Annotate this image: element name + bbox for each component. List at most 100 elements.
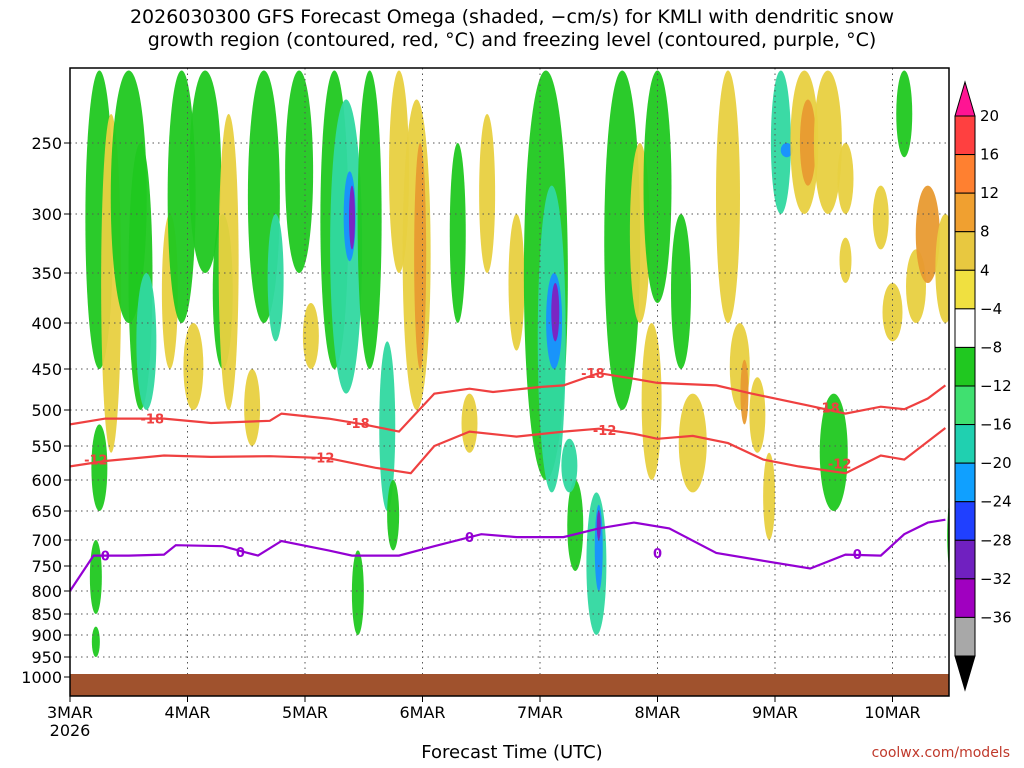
contour-label-12: 0	[853, 548, 862, 563]
omega-cell-48	[678, 393, 707, 493]
omega-cell-53	[763, 452, 776, 540]
colorbar-box-11	[954, 539, 976, 580]
colorbar-box-3	[954, 231, 976, 271]
omega-cell-61	[839, 237, 852, 283]
y-tick-label-450: 450	[31, 360, 62, 379]
y-tick-label-500: 500	[31, 401, 62, 420]
x-tick-label-1: 4MAR	[164, 703, 210, 722]
credit-link[interactable]: coolwx.com/models	[871, 745, 1010, 761]
omega-cell-42	[596, 511, 601, 540]
omega-cell-69	[896, 70, 913, 158]
colorbar-label-12: −32	[980, 570, 1012, 588]
chart-svg: -18 -18 -18 -18 -12 -12 -12 -12 0 0 0 0 0 250 300 350 4…	[21, 67, 1012, 740]
omega-cell-60	[819, 393, 848, 511]
y-tick-label-350: 350	[31, 264, 62, 283]
omega-cell-58	[813, 70, 842, 214]
omega-cell-17	[285, 70, 314, 273]
omega-cell-29	[351, 550, 364, 635]
y-tick-label-650: 650	[31, 502, 62, 521]
y-tick-label-850: 850	[31, 605, 62, 624]
colorbar-box-10	[954, 501, 976, 541]
title-line-1: 2026030300 GFS Forecast Omega (shaded, −…	[129, 6, 895, 28]
omega-cell-4	[136, 273, 157, 410]
contour-label-6: -12	[593, 424, 617, 439]
omega-cell-14	[244, 369, 261, 446]
contour-label-7: -12	[828, 458, 852, 473]
x-axis-label: Forecast Time (UTC)	[421, 742, 603, 763]
colorbar-top-arrow	[954, 80, 976, 117]
omega-cell-9	[167, 70, 196, 323]
y-tick-label-600: 600	[31, 471, 62, 490]
contour-label-2: -18	[581, 367, 605, 382]
colorbar-label-3: 8	[980, 223, 990, 241]
omega-cell-52	[749, 377, 766, 453]
colorbar-box-0	[954, 115, 976, 156]
colorbar-box-8	[954, 424, 976, 464]
omega-cell-22	[349, 185, 355, 250]
y-tick-label-400: 400	[31, 314, 62, 333]
omega-cell-13	[218, 114, 239, 410]
omega-cell-31	[461, 393, 478, 453]
x-tick-label-7: 10MAR	[864, 703, 920, 722]
y-tick-label-1000: 1000	[21, 668, 62, 687]
y-tick-label-950: 950	[31, 648, 62, 667]
plot-frame	[69, 67, 950, 697]
x-axis: 3MAR 4MAR 5MAR 6MAR 7MAR 8MAR 9MAR 10MAR 2026	[47, 696, 921, 740]
colorbar-label-6: −8	[980, 338, 1002, 356]
title-line-2: growth region (contoured, red, °C) and f…	[147, 29, 877, 51]
colorbar-box-2	[954, 192, 976, 233]
omega-cell-32	[479, 114, 496, 273]
omega-cell-43	[604, 70, 641, 410]
colorbar-box-5	[954, 308, 976, 348]
colorbar-label-10: −24	[980, 493, 1012, 511]
contour-label-10: 0	[465, 531, 474, 546]
colorbar-box-9	[954, 462, 976, 503]
y-tick-label-700: 700	[31, 531, 62, 550]
x-tick-label-5: 8MAR	[634, 703, 680, 722]
omega-cell-33	[508, 213, 525, 351]
omega-cell-28	[387, 480, 400, 551]
colorbar-box-1	[954, 154, 976, 194]
contour-red-minus18	[70, 371, 947, 433]
omega-shading	[85, 70, 995, 657]
omega-cell-45	[641, 323, 662, 480]
omega-cell-7	[91, 626, 100, 657]
contour-purple-zero	[70, 518, 946, 592]
colorbar-label-9: −20	[980, 454, 1012, 472]
x-tick-label-0: 3MAR	[47, 703, 93, 722]
colorbar-box-13	[954, 616, 976, 657]
y-tick-label-250: 250	[31, 134, 62, 153]
colorbar-box-12	[954, 578, 976, 618]
contour-label-3: -18	[816, 402, 840, 417]
contour-label-11: 0	[653, 547, 662, 562]
y-tick-label-900: 900	[31, 626, 62, 645]
contour-red-minus12	[70, 427, 947, 475]
y-axis: 250 300 350 400 450 500 550 600 650 700 750 800 850 9…	[21, 134, 70, 687]
omega-cell-47	[671, 214, 691, 369]
colorbar-label-8: −16	[980, 416, 1012, 434]
colorbar-label-1: 16	[980, 146, 999, 164]
y-tick-label-550: 550	[31, 437, 62, 456]
omega-cell-71	[979, 323, 995, 635]
omega-cell-10	[183, 323, 204, 410]
omega-cell-65	[915, 185, 940, 283]
y-tick-label-300: 300	[31, 205, 62, 224]
omega-cell-54	[770, 70, 791, 214]
omega-cell-55	[780, 143, 793, 158]
omega-cell-30	[449, 143, 466, 323]
colorbar-label-5: −4	[980, 300, 1002, 318]
colorbar-label-4: 4	[980, 261, 990, 279]
colorbar-box-6	[954, 346, 976, 387]
contours: -18 -18 -18 -18 -12 -12 -12 -12 0 0 0 0 0	[70, 367, 947, 592]
colorbar-label-2: 12	[980, 184, 999, 202]
omega-cell-23	[357, 70, 382, 369]
contour-label-1: -18	[346, 417, 370, 432]
contour-label-5: -12	[311, 452, 335, 467]
omega-cell-37	[551, 283, 560, 342]
colorbar-box-4	[954, 269, 976, 310]
colorbar-bottom-arrow	[954, 655, 976, 692]
omega-cell-66	[935, 214, 949, 323]
x-year-label: 2026	[50, 721, 91, 740]
colorbar: 20 16 12 8 4 −4 −8 −12 −16 −20 −24 −28 −32 −36	[954, 80, 1012, 692]
omega-cell-46	[643, 70, 672, 303]
